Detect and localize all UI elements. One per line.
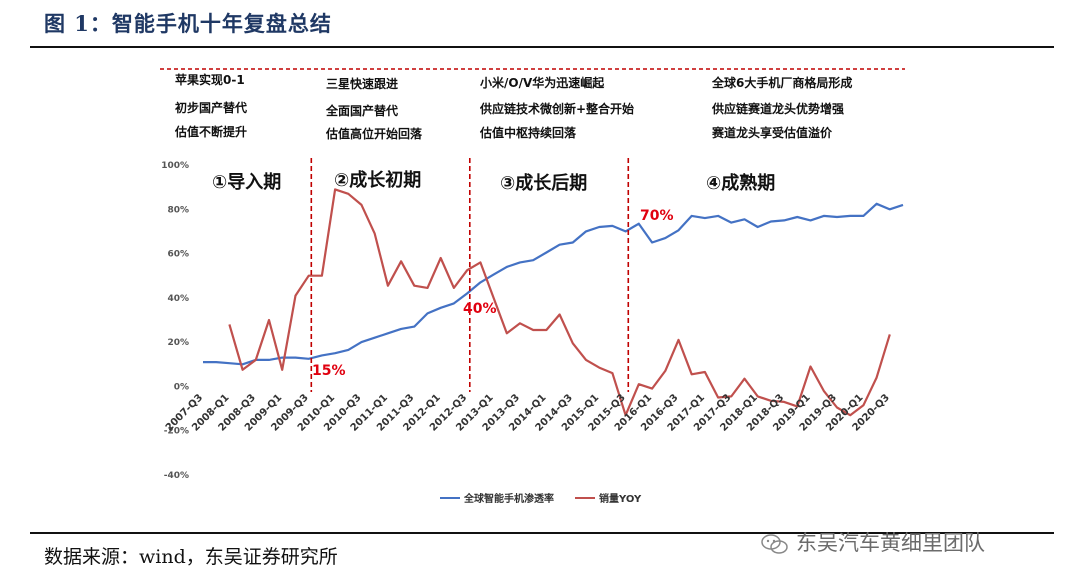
callout-40: 40% [463, 301, 497, 317]
bottom-rule [30, 532, 1054, 534]
annotation-text: 全球6大手机厂商格局形成 [711, 75, 852, 90]
y-tick-label: 40% [167, 294, 189, 304]
y-tick-label: 100% [161, 161, 189, 171]
annotation-text: 估值中枢持续回落 [479, 125, 577, 140]
annotation-text: 三星快速跟进 [326, 76, 398, 91]
annotation-col-3: 小米/O/V华为迅速崛起 供应链技术微创新+整合开始 估值中枢持续回落 [479, 75, 634, 140]
annotation-text: 初步国产替代 [175, 100, 247, 115]
annotation-col-4: 全球6大手机厂商格局形成 供应链赛道龙头优势增强 赛道龙头享受估值溢价 [711, 75, 852, 140]
legend: 全球智能手机渗透率 销量YOY [440, 492, 642, 505]
y-tick-label: 80% [167, 205, 189, 215]
annotation-text: 估值高位开始回落 [325, 126, 423, 141]
watermark: 东吴汽车黄细里团队 [760, 527, 985, 557]
annotation-text: 小米/O/V华为迅速崛起 [480, 75, 605, 90]
phase-label: ①导入期 [212, 172, 281, 193]
annotation-col-2: 三星快速跟进 全面国产替代 估值高位开始回落 [325, 76, 423, 141]
source-note: 数据来源：wind，东吴证券研究所 [44, 546, 338, 568]
y-tick-label: 60% [167, 250, 189, 260]
annotation-text: 供应链赛道龙头优势增强 [711, 101, 844, 116]
figure-title: 图 1：智能手机十年复盘总结 [44, 11, 332, 36]
callout-70: 70% [640, 208, 674, 224]
x-axis: 2007-Q32008-Q12008-Q32009-Q12009-Q32010-… [164, 392, 892, 433]
series-layer [203, 188, 904, 417]
annotation-col-1: 苹果实现0-1 初步国产替代 估值不断提升 [174, 72, 247, 139]
phase-dividers [310, 158, 630, 392]
legend-label-penetration: 全球智能手机渗透率 [463, 492, 554, 505]
y-tick-label: 0% [174, 382, 189, 392]
phase-label: ④成熟期 [706, 172, 775, 194]
annotation-text: 苹果实现0-1 [175, 72, 245, 87]
chart: 苹果实现0-1 初步国产替代 估值不断提升 三星快速跟进 全面国产替代 估值高位… [160, 68, 905, 505]
penetration-line [203, 202, 904, 366]
y-tick-label: -20% [164, 427, 189, 437]
y-axis: 100% 80% 60% 40% 20% 0% -20% -40% [161, 161, 189, 481]
phase-label: ②成长初期 [334, 169, 421, 191]
watermark-text: 东吴汽车黄细里团队 [796, 531, 985, 555]
annotation-text: 全面国产替代 [325, 103, 398, 118]
callout-15: 15% [312, 363, 346, 379]
phase-label: ③成长后期 [500, 172, 587, 194]
top-rule [30, 46, 1054, 48]
legend-label-yoy: 销量YOY [599, 492, 642, 505]
annotation-text: 估值不断提升 [174, 124, 247, 139]
y-tick-label: -40% [164, 471, 189, 481]
yoy-line [228, 188, 891, 417]
wechat-icon [761, 534, 788, 554]
y-tick-label: 20% [167, 338, 189, 348]
annotation-text: 供应链技术微创新+整合开始 [479, 101, 634, 116]
annotation-text: 赛道龙头享受估值溢价 [711, 125, 833, 140]
